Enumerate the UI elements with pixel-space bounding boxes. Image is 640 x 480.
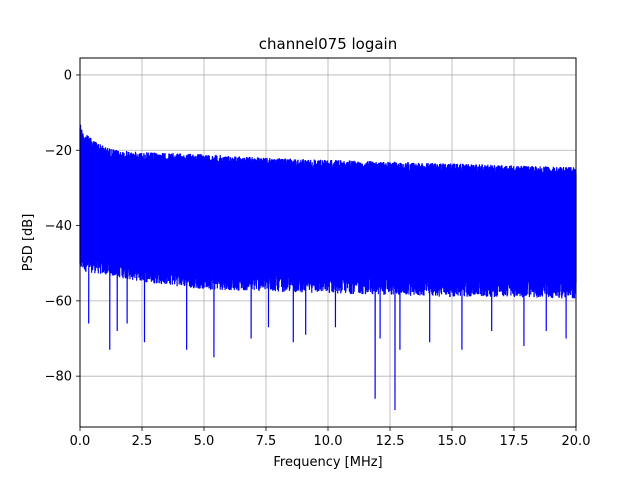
y-tick-label: −20 — [45, 144, 72, 159]
x-tick-label: 17.5 — [500, 434, 529, 449]
y-axis-label: PSD [dB] — [21, 214, 36, 272]
y-tick-label: 0 — [64, 68, 72, 83]
psd-trace — [79, 124, 577, 411]
x-tick-label: 7.5 — [256, 434, 277, 449]
x-axis-label: Frequency [MHz] — [273, 455, 382, 470]
y-axis-ticks: 0 −20 −40 −60 −80 — [45, 68, 80, 385]
x-tick-label: 0.0 — [70, 434, 91, 449]
chart-title: channel075 logain — [259, 35, 398, 53]
x-tick-label: 20.0 — [562, 434, 591, 449]
psd-series — [79, 124, 577, 411]
y-tick-label: −40 — [45, 219, 72, 234]
y-tick-label: −60 — [45, 294, 72, 309]
y-tick-label: −80 — [45, 370, 72, 385]
x-tick-label: 10.0 — [314, 434, 343, 449]
x-tick-label: 15.0 — [438, 434, 467, 449]
x-tick-label: 5.0 — [194, 434, 215, 449]
x-tick-label: 12.5 — [376, 434, 405, 449]
x-axis-ticks: 0.0 2.5 5.0 7.5 10.0 12.5 15.0 17.5 20.0 — [70, 427, 591, 449]
x-tick-label: 2.5 — [132, 434, 153, 449]
